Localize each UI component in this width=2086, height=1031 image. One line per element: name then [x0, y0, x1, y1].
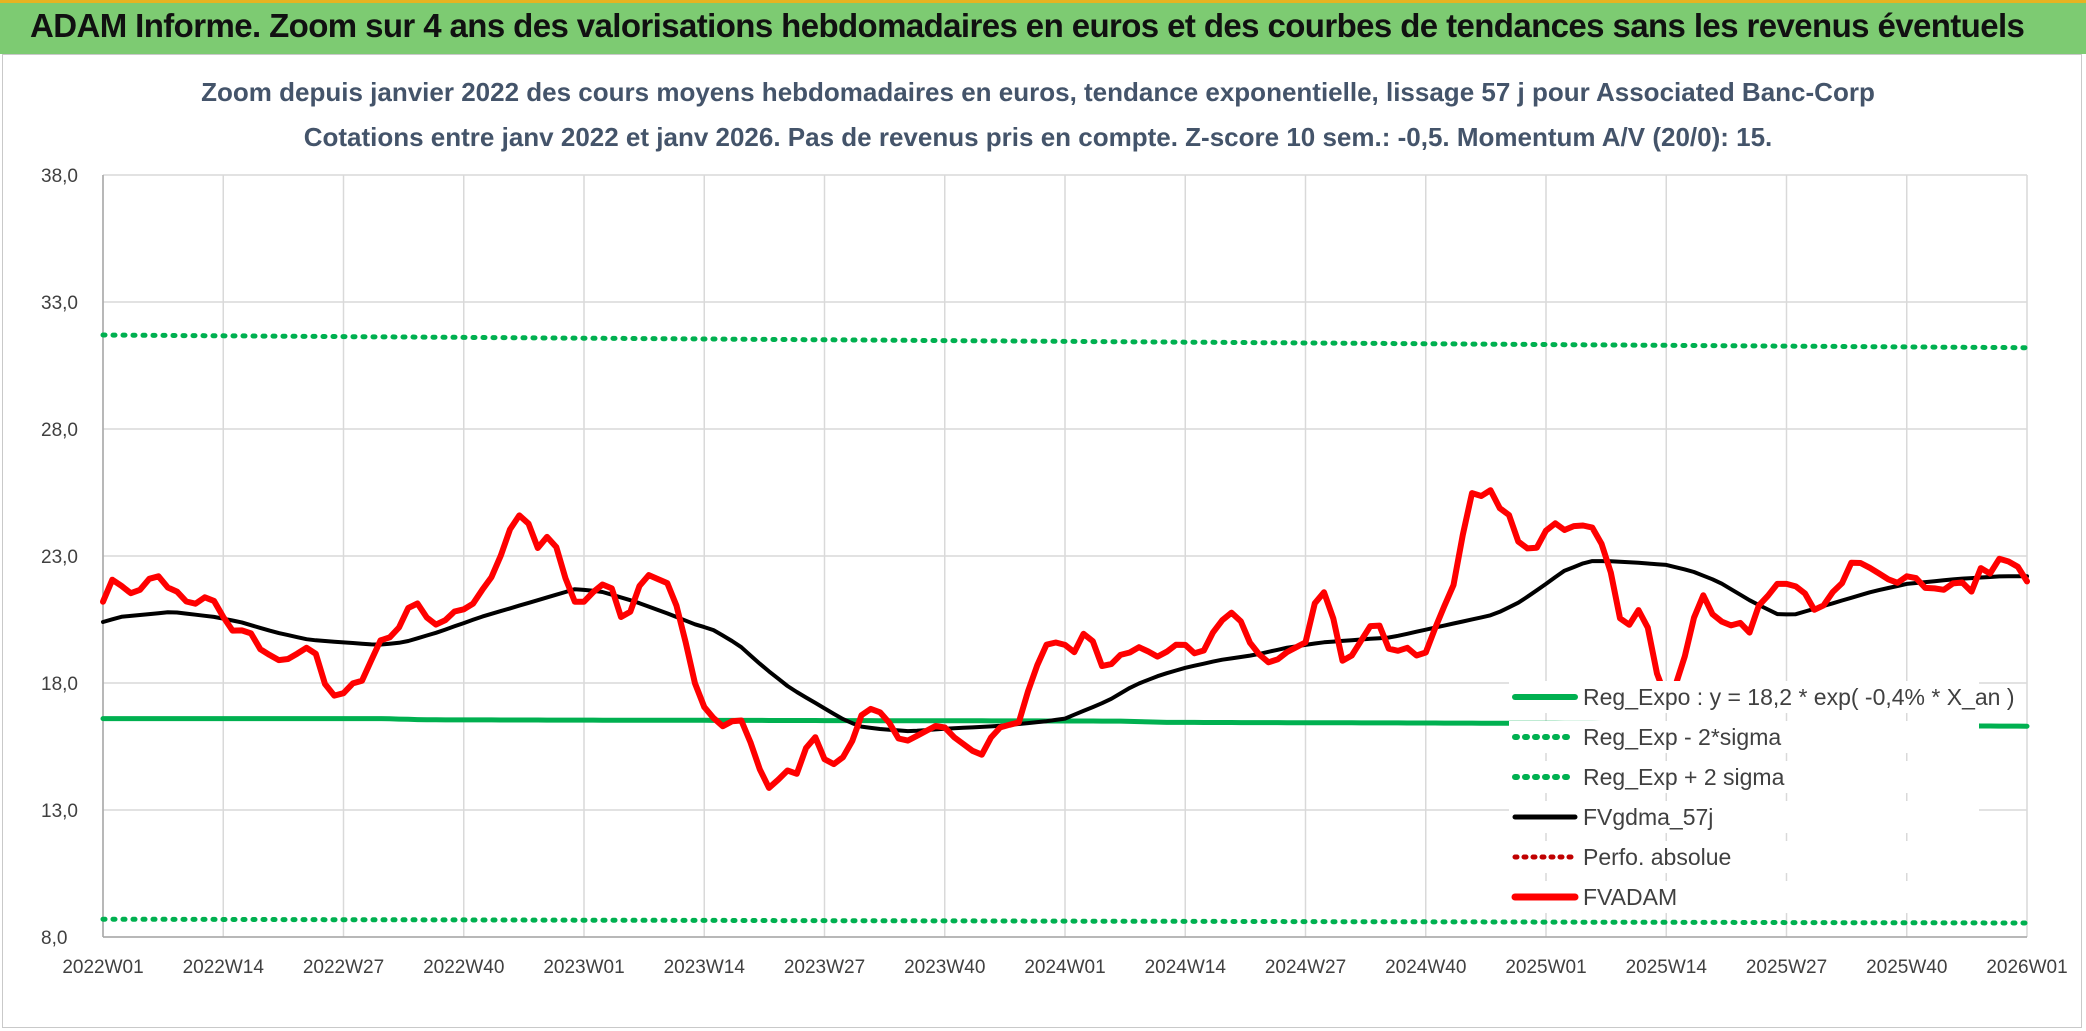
x-tick-label: 2022W27	[303, 957, 384, 978]
legend-item-bg	[1509, 721, 1979, 753]
x-tick-label: 2025W14	[1626, 957, 1708, 978]
series-reg-exp-2-sigma	[100, 332, 2030, 351]
x-tick-label: 2026W01	[1986, 957, 2067, 978]
x-tick-label: 2025W27	[1746, 957, 1827, 978]
report-title: ADAM Informe. Zoom sur 4 ans des valoris…	[30, 7, 2025, 44]
series-fvadam	[100, 487, 2030, 791]
legend-label: FVgdma_57j	[1583, 804, 1713, 830]
y-tick-label: 8,0	[41, 928, 67, 949]
series-reg-exp-2-sigma	[100, 916, 2030, 926]
x-tick-label: 2025W40	[1866, 957, 1947, 978]
series-fvgdma-57j	[101, 559, 2029, 734]
x-tick-label: 2023W14	[664, 957, 746, 978]
chart-frame: Zoom depuis janvier 2022 des cours moyen…	[2, 54, 2082, 1028]
legend-item: Reg_Exp + 2 sigma	[1509, 761, 1979, 793]
legend-label: FVADAM	[1583, 884, 1677, 910]
legend-item-bg	[1509, 801, 1979, 833]
x-tick-label: 2023W40	[904, 957, 985, 978]
legend-item: Reg_Exp - 2*sigma	[1509, 721, 1979, 753]
line-chart: Zoom depuis janvier 2022 des cours moyen…	[41, 77, 2068, 978]
legend-item: Reg_Expo : y = 18,2 * exp( -0,4% * X_an …	[1509, 681, 2015, 713]
legend-label: Reg_Exp - 2*sigma	[1583, 724, 1781, 750]
y-tick-label: 23,0	[41, 547, 78, 568]
legend-label: Reg_Exp + 2 sigma	[1583, 764, 1785, 790]
y-tick-label: 18,0	[41, 674, 78, 695]
x-tick-label: 2022W01	[62, 957, 143, 978]
legend-item-bg	[1509, 681, 1979, 713]
x-tick-label: 2025W01	[1505, 957, 1586, 978]
y-tick-label: 28,0	[41, 420, 78, 441]
x-tick-label: 2022W40	[423, 957, 504, 978]
legend-label: Perfo. absolue	[1583, 844, 1731, 870]
chart-title: Zoom depuis janvier 2022 des cours moyen…	[201, 77, 1875, 107]
y-tick-label: 38,0	[41, 166, 78, 187]
legend-item-bg	[1509, 761, 1979, 793]
report-banner: ADAM Informe. Zoom sur 4 ans des valoris…	[0, 0, 2086, 54]
legend-item: FVADAM	[1509, 881, 1979, 913]
x-axis-ticks: 2022W01 2022W14 2022W27 2022W40 2023W01 2023W…	[62, 957, 2067, 978]
x-tick-label: 2024W27	[1265, 957, 1346, 978]
chart-subtitle: Cotations entre janv 2022 et janv 2026. …	[304, 122, 1773, 152]
x-tick-label: 2024W14	[1145, 957, 1227, 978]
y-tick-label: 13,0	[41, 801, 78, 822]
legend-label: Reg_Expo : y = 18,2 * exp( -0,4% * X_an …	[1583, 684, 2015, 710]
legend-item: FVgdma_57j	[1509, 801, 1979, 833]
y-axis-ticks: 38,0 33,0 28,0 23,0 18,0 13,0 8,0	[41, 166, 78, 949]
legend-item: Perfo. absolue	[1509, 841, 1979, 873]
legend: Reg_Expo : y = 18,2 * exp( -0,4% * X_an …	[1509, 681, 2015, 913]
legend-item-bg	[1509, 841, 1979, 873]
y-tick-label: 33,0	[41, 293, 78, 314]
x-tick-label: 2024W01	[1024, 957, 1105, 978]
x-tick-label: 2023W27	[784, 957, 865, 978]
x-tick-label: 2022W14	[183, 957, 265, 978]
x-tick-label: 2024W40	[1385, 957, 1466, 978]
legend-item-bg	[1509, 881, 1979, 913]
x-tick-label: 2023W01	[543, 957, 624, 978]
